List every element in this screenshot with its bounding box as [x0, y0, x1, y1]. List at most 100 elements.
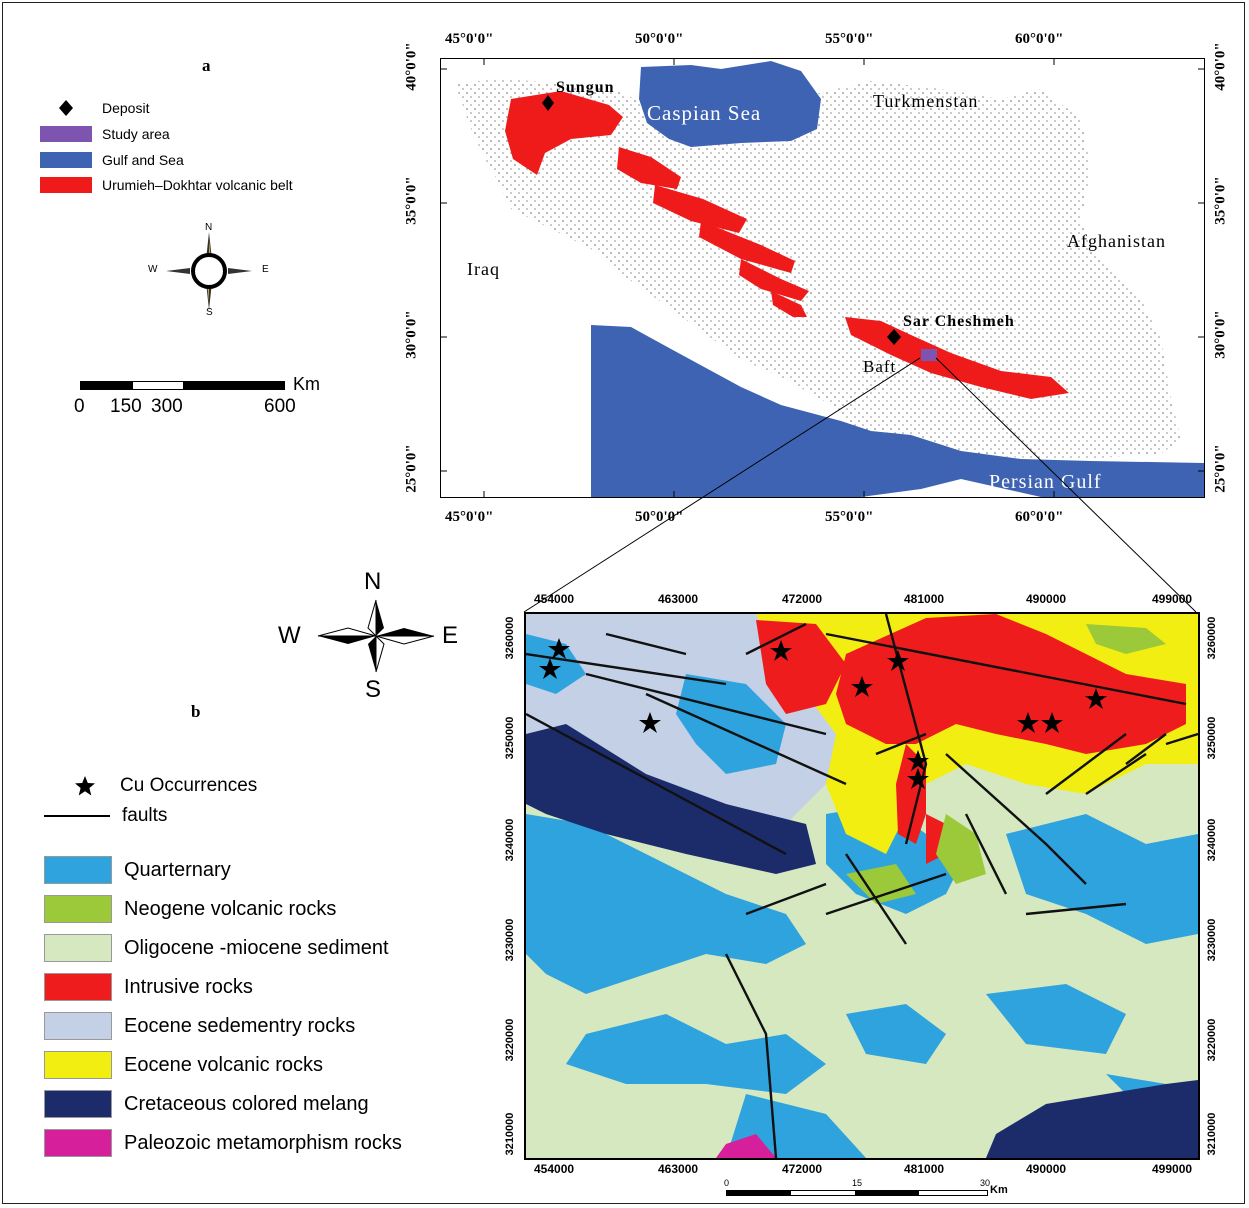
caspian-sea	[639, 61, 821, 147]
urumieh-dokhtar-belt	[505, 91, 1069, 399]
scalebar-tick: 0	[724, 1178, 730, 1188]
lon-bottom-4: 60°0'0"	[1015, 509, 1064, 525]
legend-swatch	[40, 152, 92, 168]
easting-top: 463000	[658, 592, 699, 606]
north-arrow-small: N S W E	[146, 222, 272, 320]
easting-bottom: 472000	[782, 1162, 823, 1176]
cu-star	[887, 650, 909, 671]
northing-left: 3250000	[504, 716, 516, 760]
star-icon	[75, 776, 95, 796]
label-sar-cheshmeh: Sar Cheshmeh	[903, 313, 1015, 330]
unit-intrusive	[756, 614, 1186, 864]
legend-label: Eocene volcanic rocks	[124, 1053, 323, 1076]
easting-top: 454000	[534, 592, 575, 606]
northing-right: 3220000	[1206, 1018, 1218, 1062]
legend-item-eocene-sed: Eocene sedementry rocks	[44, 1011, 355, 1041]
easting-bottom: 454000	[534, 1162, 575, 1176]
legend-label: Neogene volcanic rocks	[124, 897, 337, 920]
easting-top: 481000	[904, 592, 945, 606]
iran-location-map: Sungun Caspian Sea Turkmenstan Afghanist…	[440, 58, 1205, 498]
northing-right: 3260000	[1206, 616, 1218, 660]
scalebar-tick: 300	[151, 396, 183, 417]
cu-star	[548, 638, 570, 659]
cu-occurrences	[539, 638, 1107, 789]
lon-top-3: 55°0'0"	[825, 31, 874, 47]
legend-swatch	[44, 934, 112, 962]
compass-n-large: N	[364, 568, 382, 595]
compass-s: S	[206, 307, 213, 318]
legend-item-study-area: Study area	[40, 125, 170, 143]
compass-e-large: E	[442, 622, 459, 649]
cu-star	[851, 676, 873, 697]
label-turkmenstan: Turkmenstan	[873, 91, 979, 111]
compass-w-large: W	[278, 622, 301, 649]
iran-map-svg	[441, 59, 1204, 497]
panel-b-letter: b	[191, 702, 201, 721]
map-a-ticks	[441, 59, 1204, 497]
legend-swatch	[44, 856, 112, 884]
label-afghanistan: Afghanistan	[1067, 231, 1166, 251]
legend-label: Quarternary	[124, 858, 231, 881]
legend-label: Eocene sedementry rocks	[124, 1014, 356, 1037]
legend-item-cu: Cu Occurrences	[44, 773, 257, 799]
legend-swatch	[40, 126, 92, 142]
geology-map-svg	[526, 614, 1198, 1158]
compass-w: W	[148, 264, 158, 275]
easting-top: 499000	[1152, 592, 1193, 606]
unit-quaternary	[526, 634, 1198, 1158]
label-persian-gulf: Persian Gulf	[989, 471, 1102, 493]
compass-icon	[166, 232, 252, 310]
legend-item-faults: faults	[44, 803, 167, 829]
scalebar-unit: Km	[990, 1184, 1008, 1196]
label-sungun: Sungun	[556, 79, 615, 96]
legend-item-oligocene: Oligocene -miocene sediment	[44, 933, 389, 963]
compass-rose-icon	[317, 599, 435, 673]
geology-map	[524, 612, 1200, 1160]
scalebar-tick: 600	[264, 396, 296, 417]
legend-label: Cu Occurrences	[120, 775, 258, 796]
lon-top-1: 45°0'0"	[445, 31, 494, 47]
legend-label: faults	[122, 805, 168, 826]
legend-label: Gulf and Sea	[102, 152, 184, 168]
northing-right: 3210000	[1206, 1112, 1218, 1156]
cu-star	[539, 658, 561, 679]
northing-right: 3230000	[1206, 918, 1218, 962]
cu-star	[1041, 712, 1063, 733]
lon-bottom-1: 45°0'0"	[445, 509, 494, 525]
legend-label: Urumieh–Dokhtar volcanic belt	[102, 177, 293, 193]
northing-right: 3250000	[1206, 716, 1218, 760]
easting-bottom: 463000	[658, 1162, 699, 1176]
north-arrow-large: N S W E	[276, 568, 468, 704]
panel-a-letter: a	[202, 56, 211, 75]
fault-line-icon	[44, 815, 110, 817]
legend-swatch	[44, 895, 112, 923]
legend-item-deposit: Deposit	[40, 99, 149, 117]
northing-left: 3220000	[504, 1018, 516, 1062]
legend-item-paleozoic: Paleozoic metamorphism rocks	[44, 1128, 402, 1158]
label-iraq: Iraq	[467, 259, 500, 279]
legend-item-quarternary: Quarternary	[44, 855, 231, 885]
legend-label: Paleozoic metamorphism rocks	[124, 1131, 402, 1154]
easting-bottom: 499000	[1152, 1162, 1193, 1176]
legend-label: Oligocene -miocene sediment	[124, 936, 389, 959]
study-area	[921, 349, 937, 361]
unit-cretaceous	[526, 724, 1198, 1158]
persian-gulf	[591, 325, 1204, 497]
scalebar-bar	[80, 381, 285, 390]
scalebar-tick: 0	[74, 396, 85, 417]
cu-star	[1085, 688, 1107, 709]
legend-item-neogene: Neogene volcanic rocks	[44, 894, 336, 924]
northing-left: 3260000	[504, 616, 516, 660]
unit-neogene	[846, 624, 1166, 904]
label-caspian-sea: Caspian Sea	[647, 101, 762, 125]
scalebar-tick: 30	[980, 1178, 991, 1188]
legend-item-gulf-sea: Gulf and Sea	[40, 151, 184, 169]
northing-left: 3240000	[504, 818, 516, 862]
cu-star	[770, 640, 792, 661]
scalebar-tick: 15	[852, 1178, 863, 1188]
legend-swatch	[44, 973, 112, 1001]
northing-left: 3230000	[504, 918, 516, 962]
compass-n: N	[205, 222, 213, 233]
